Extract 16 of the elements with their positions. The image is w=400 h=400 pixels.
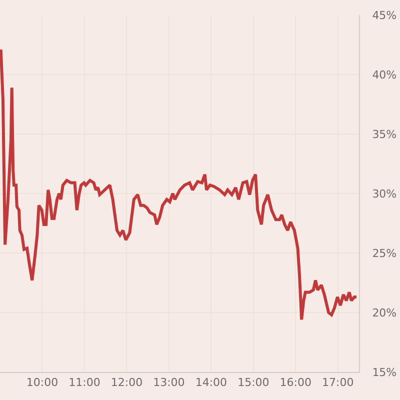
y-tick-label: 40% xyxy=(372,68,397,82)
x-tick-label: 16:00 xyxy=(280,376,312,390)
x-tick-label: 13:00 xyxy=(153,376,185,390)
y-tick-label: 20% xyxy=(372,306,397,320)
x-tick-label: 11:00 xyxy=(68,376,100,390)
y-tick-label: 30% xyxy=(372,187,397,200)
x-tick-label: 12:00 xyxy=(110,376,143,390)
x-tick-label: 10:00 xyxy=(26,376,58,390)
line-series xyxy=(0,48,358,322)
x-tick-label: 17:00 xyxy=(322,376,354,390)
x-tick-label: 14:00 xyxy=(195,376,228,390)
y-tick-label: 15% xyxy=(372,366,397,379)
y-tick-label: 25% xyxy=(372,246,397,260)
y-tick-label: 35% xyxy=(372,128,397,141)
x-tick-label: 15:00 xyxy=(238,376,270,390)
y-tick-label: 45% xyxy=(372,8,397,22)
